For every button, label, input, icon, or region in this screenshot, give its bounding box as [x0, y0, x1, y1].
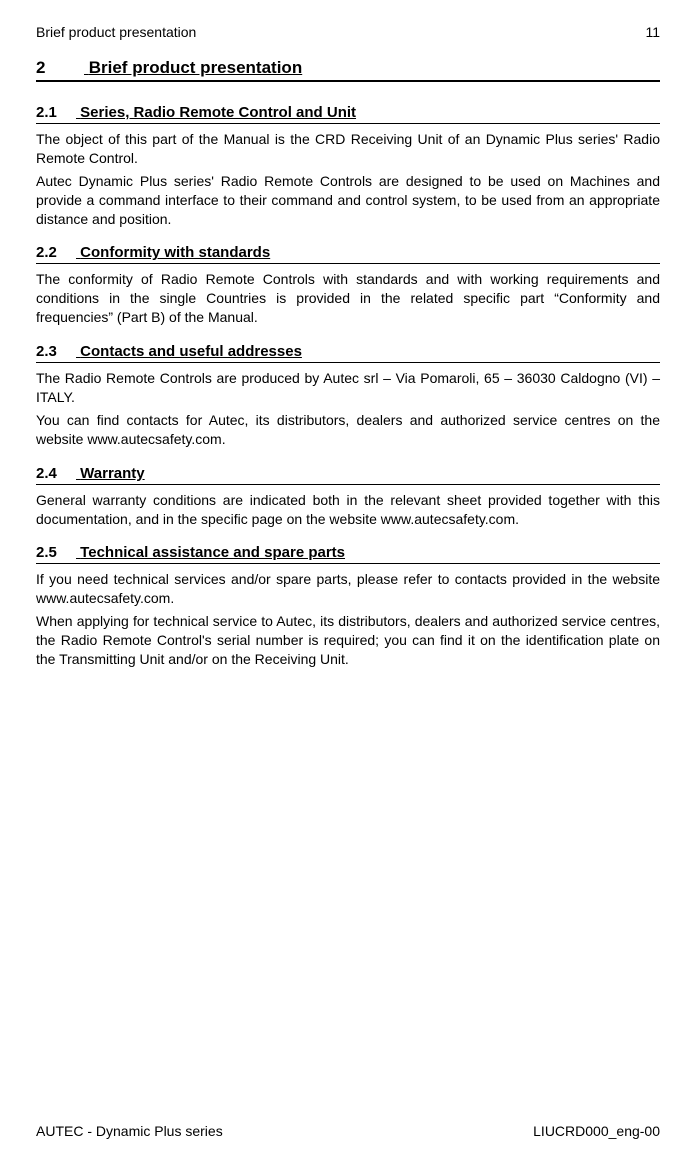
running-header: Brief product presentation 11 — [36, 24, 660, 40]
section-title: Conformity with standards — [80, 244, 270, 261]
page: Brief product presentation 11 2 Brief pr… — [0, 0, 696, 1167]
section-heading: 2.4 Warranty — [36, 465, 660, 485]
section-number: 2.5 — [36, 544, 76, 561]
section-title: Technical assistance and spare parts — [80, 544, 345, 561]
section-number: 2.2 — [36, 244, 76, 261]
section-heading: 2.2 Conformity with standards — [36, 244, 660, 264]
header-page-number: 11 — [645, 24, 660, 40]
section-title: Series, Radio Remote Control and Unit — [80, 104, 356, 121]
section-heading: 2.5 Technical assistance and spare parts — [36, 544, 660, 564]
header-left: Brief product presentation — [36, 24, 196, 40]
page-footer: AUTEC - Dynamic Plus series LIUCRD000_en… — [36, 1123, 660, 1139]
chapter-number: 2 — [36, 58, 84, 78]
body-text: Autec Dynamic Plus series' Radio Remote … — [36, 172, 660, 229]
body-text: If you need technical services and/or sp… — [36, 570, 660, 608]
section-heading: 2.3 Contacts and useful addresses — [36, 343, 660, 363]
footer-right: LIUCRD000_eng-00 — [533, 1123, 660, 1139]
body-text: General warranty conditions are indicate… — [36, 491, 660, 529]
section-heading: 2.1 Series, Radio Remote Control and Uni… — [36, 104, 660, 124]
section-number: 2.4 — [36, 465, 76, 482]
section-number: 2.1 — [36, 104, 76, 121]
chapter-title: Brief product presentation — [89, 58, 302, 77]
chapter-heading: 2 Brief product presentation — [36, 58, 660, 82]
footer-left: AUTEC - Dynamic Plus series — [36, 1123, 223, 1139]
body-text: The object of this part of the Manual is… — [36, 130, 660, 168]
body-text: You can find contacts for Autec, its dis… — [36, 411, 660, 449]
section-number: 2.3 — [36, 343, 76, 360]
section-title: Warranty — [80, 465, 144, 482]
section-title: Contacts and useful addresses — [80, 343, 302, 360]
body-text: The Radio Remote Controls are produced b… — [36, 369, 660, 407]
body-text: When applying for technical service to A… — [36, 612, 660, 669]
body-text: The conformity of Radio Remote Controls … — [36, 270, 660, 327]
